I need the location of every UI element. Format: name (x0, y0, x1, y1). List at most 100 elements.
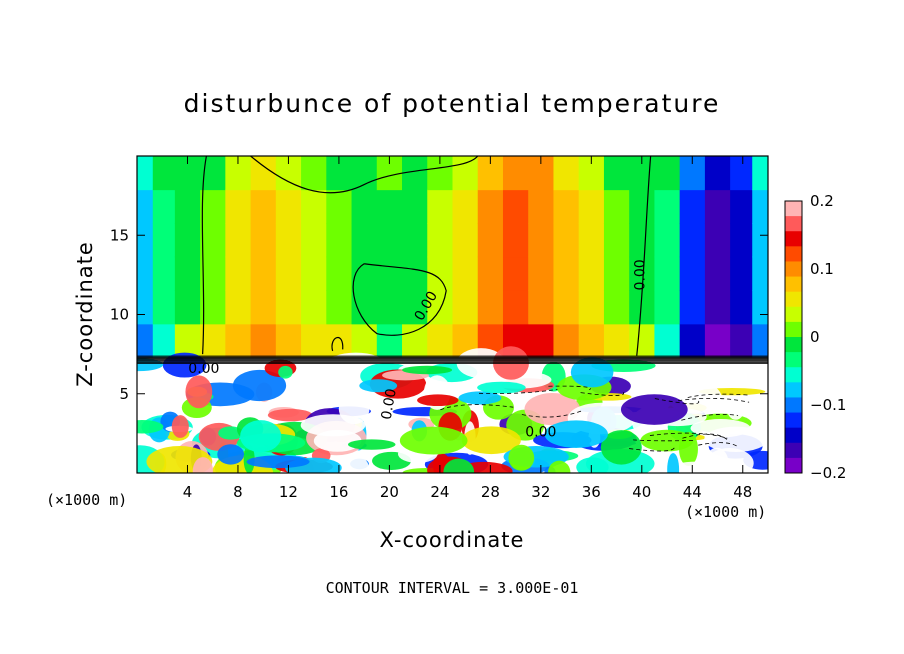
field-cell (452, 290, 479, 325)
x-left-unit-label: (×1000 m) (46, 491, 127, 509)
zero-contour (352, 263, 447, 336)
turbulence-patch (359, 379, 398, 393)
field-cell (275, 223, 302, 258)
negative-contour (649, 432, 728, 439)
field-cell (477, 223, 504, 258)
x-axis-label: X-coordinate (380, 528, 525, 552)
colorbar-swatch (785, 201, 802, 217)
turbulence-patch (171, 415, 189, 438)
x-tick-label: 4 (183, 483, 193, 501)
colorbar-swatch (785, 216, 802, 232)
field-cell (351, 223, 378, 258)
colorbar-swatch (785, 367, 802, 383)
x-tick-label: 48 (733, 483, 752, 501)
turbulence-patch (620, 394, 688, 425)
field-cell (250, 290, 277, 325)
field-cell (654, 223, 681, 258)
field-cell (200, 256, 226, 291)
field-cell (427, 189, 454, 224)
field-cell (402, 156, 428, 191)
field-cell (704, 189, 731, 224)
colorbar-tick-label: −0.2 (810, 464, 846, 482)
field-cell (452, 223, 479, 258)
field-cell (502, 223, 529, 258)
field-cell (528, 256, 555, 291)
contour-lines: 0.000.000.000.000.00 (137, 156, 768, 452)
field-cell (528, 223, 555, 258)
field-cell (730, 156, 753, 191)
field-cell (174, 290, 201, 325)
turbulence-patch (402, 365, 453, 375)
field-cell (730, 189, 753, 224)
zero-contour (250, 156, 479, 194)
field-cell (376, 223, 403, 258)
lower-turbulent-layer (137, 346, 768, 473)
field-cell (250, 323, 277, 358)
field-cell (578, 256, 605, 291)
field-cell (452, 156, 479, 191)
field-cell (137, 156, 154, 191)
field-cell (326, 290, 353, 325)
x-tick-label: 36 (582, 483, 601, 501)
field-cell (752, 290, 768, 325)
y-tick-label: 15 (110, 226, 129, 244)
field-cell (578, 189, 605, 224)
colorbar-swatch (785, 276, 802, 293)
field-cell (376, 323, 403, 358)
field-cell (578, 223, 605, 258)
turbulence-patch (192, 457, 214, 473)
colorbar-tick-label: 0 (810, 328, 820, 346)
field-cell (137, 223, 154, 258)
turbulence-patch (746, 358, 764, 385)
contour-label: 0.00 (188, 361, 219, 377)
field-cell (629, 323, 656, 358)
field-cell (174, 323, 201, 358)
turbulence-patch (443, 458, 475, 473)
contour-label: 0.00 (379, 387, 400, 420)
turbulence-patch (570, 357, 614, 388)
turbulence-patch (185, 375, 213, 409)
field-cell (752, 256, 768, 291)
zero-contour (331, 337, 344, 352)
field-cell (402, 256, 428, 291)
colorbar-swatch (785, 352, 802, 368)
negative-contour (682, 433, 730, 442)
field-cell (528, 189, 555, 224)
turbulence-patch (338, 393, 370, 425)
contour-label: 0.00 (632, 259, 648, 290)
field-cell (452, 256, 479, 291)
field-cell (553, 256, 580, 291)
negative-contour (548, 385, 591, 391)
turbulence-patch (243, 444, 255, 473)
x-tick-label: 28 (481, 483, 500, 501)
field-cell (553, 156, 580, 191)
field-cell (477, 256, 504, 291)
field-cell (402, 223, 428, 258)
turbulence-patch (600, 430, 642, 465)
field-cell (351, 290, 378, 325)
field-cell (730, 323, 753, 358)
field-cell (137, 189, 154, 224)
upper-field-layer (137, 156, 768, 358)
colorbar-swatch (785, 442, 802, 459)
colorbar-tick-label: 0.1 (810, 260, 834, 278)
field-cell (553, 189, 580, 224)
field-cell (376, 189, 403, 224)
x-tick-label: 8 (233, 483, 243, 501)
field-cell (704, 290, 731, 325)
field-cell (326, 256, 353, 291)
field-cell (679, 256, 706, 291)
x-tick-label: 24 (430, 483, 449, 501)
field-cell (275, 189, 302, 224)
field-cell (200, 290, 226, 325)
y-tick-label: 10 (110, 306, 129, 324)
field-cell (351, 323, 378, 358)
zero-contour (636, 156, 652, 356)
field-cell (730, 256, 753, 291)
field-cell (152, 156, 176, 191)
field-cell (174, 223, 201, 258)
negative-contour (521, 410, 583, 418)
negative-contour (654, 398, 700, 405)
x-tick-label: 44 (683, 483, 702, 501)
